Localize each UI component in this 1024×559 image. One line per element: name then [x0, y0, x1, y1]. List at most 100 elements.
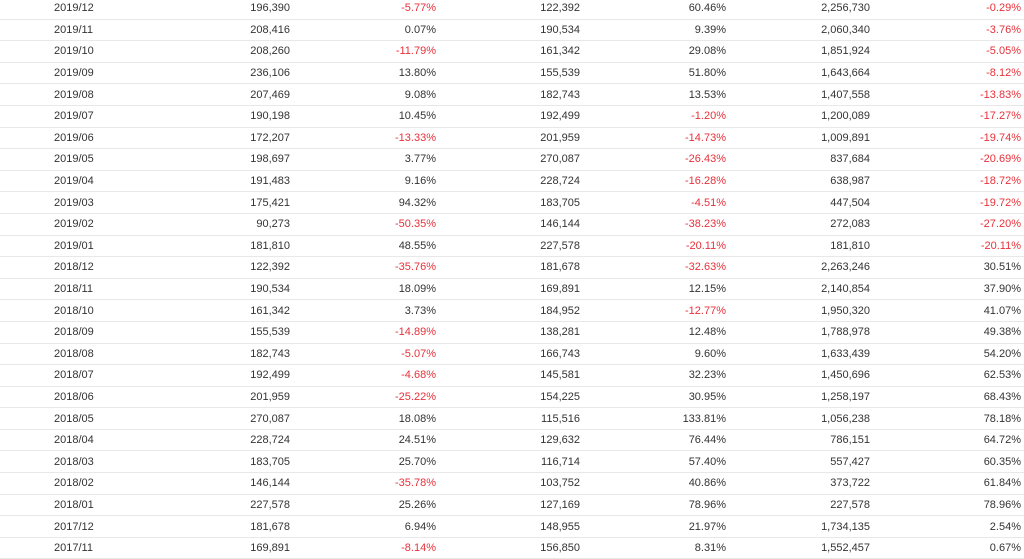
- table-row: 2017/12 181,678 6.94% 148,955 21.97% 1,734,13…: [0, 515, 1024, 538]
- change-cell: 24.51%: [290, 429, 436, 452]
- cumulative-change-cell: 68.43%: [870, 386, 1024, 409]
- table-row: 2019/03 175,421 94.32% 183,705 -4.51% 447,504…: [0, 191, 1024, 214]
- cumulative-change-cell: -18.72%: [870, 170, 1024, 193]
- cumulative-cell: 272,083: [726, 213, 870, 236]
- month-cell: 2019/05: [0, 148, 148, 171]
- value-cell: 227,578: [148, 494, 290, 517]
- prior-change-cell: 76.44%: [580, 429, 726, 452]
- change-cell: 48.55%: [290, 235, 436, 258]
- value-cell: 207,469: [148, 83, 290, 106]
- table-row: 2018/04 228,724 24.51% 129,632 76.44% 786,151…: [0, 429, 1024, 452]
- prior-value-cell: 156,850: [436, 537, 580, 559]
- cumulative-change-cell: 61.84%: [870, 472, 1024, 495]
- prior-change-cell: 60.46%: [580, 0, 726, 20]
- cumulative-cell: 2,263,246: [726, 256, 870, 279]
- cumulative-change-cell: -3.76%: [870, 19, 1024, 42]
- prior-change-cell: 57.40%: [580, 450, 726, 474]
- month-cell: 2018/08: [0, 343, 148, 366]
- value-cell: 172,207: [148, 127, 290, 150]
- cumulative-cell: 1,009,891: [726, 127, 870, 150]
- prior-change-cell: 13.53%: [580, 83, 726, 106]
- month-cell: 2019/02: [0, 213, 148, 236]
- table-row: 2018/05 270,087 18.08% 115,516 133.81% 1,056,…: [0, 407, 1024, 430]
- value-cell: 175,421: [148, 191, 290, 214]
- table-row: 2019/12 196,390 -5.77% 122,392 60.46% 2,256,7…: [0, 0, 1024, 20]
- prior-value-cell: 138,281: [436, 321, 580, 344]
- prior-value-cell: 227,578: [436, 235, 580, 258]
- prior-change-cell: 29.08%: [580, 40, 726, 63]
- cumulative-change-cell: 62.53%: [870, 364, 1024, 387]
- prior-value-cell: 201,959: [436, 127, 580, 150]
- prior-change-cell: -26.43%: [580, 148, 726, 171]
- month-cell: 2017/11: [0, 537, 148, 559]
- prior-change-cell: 30.95%: [580, 386, 726, 409]
- table-row: 2019/02 90,273 -50.35% 146,144 -38.23% 272,08…: [0, 213, 1024, 236]
- prior-value-cell: 182,743: [436, 83, 580, 106]
- table-row: 2018/02 146,144 -35.78% 103,752 40.86% 373,72…: [0, 472, 1024, 495]
- cumulative-change-cell: 2.54%: [870, 515, 1024, 538]
- table-row: 2019/06 172,207 -13.33% 201,959 -14.73% 1,009…: [0, 127, 1024, 150]
- prior-change-cell: 78.96%: [580, 494, 726, 517]
- value-cell: 270,087: [148, 407, 290, 430]
- table-row: 2018/03 183,705 25.70% 116,714 57.40% 557,427…: [0, 450, 1024, 474]
- prior-value-cell: 228,724: [436, 170, 580, 193]
- change-cell: 18.08%: [290, 407, 436, 430]
- cumulative-change-cell: -19.74%: [870, 127, 1024, 150]
- prior-value-cell: 161,342: [436, 40, 580, 63]
- cumulative-cell: 1,851,924: [726, 40, 870, 63]
- cumulative-change-cell: -5.05%: [870, 40, 1024, 63]
- prior-value-cell: 155,539: [436, 62, 580, 85]
- month-cell: 2019/03: [0, 191, 148, 214]
- table-row: 2018/01 227,578 25.26% 127,169 78.96% 227,578…: [0, 494, 1024, 517]
- prior-change-cell: 8.31%: [580, 537, 726, 559]
- cumulative-change-cell: 41.07%: [870, 299, 1024, 322]
- month-cell: 2019/04: [0, 170, 148, 193]
- value-cell: 90,273: [148, 213, 290, 236]
- cumulative-cell: 837,684: [726, 148, 870, 171]
- cumulative-change-cell: -8.12%: [870, 62, 1024, 85]
- prior-value-cell: 190,534: [436, 19, 580, 42]
- cumulative-cell: 1,950,320: [726, 299, 870, 322]
- value-cell: 236,106: [148, 62, 290, 85]
- prior-value-cell: 154,225: [436, 386, 580, 409]
- cumulative-cell: 1,200,089: [726, 105, 870, 128]
- cumulative-cell: 638,987: [726, 170, 870, 193]
- prior-value-cell: 116,714: [436, 450, 580, 474]
- value-cell: 181,678: [148, 515, 290, 538]
- cumulative-cell: 557,427: [726, 450, 870, 474]
- cumulative-change-cell: 49.38%: [870, 321, 1024, 344]
- value-cell: 190,198: [148, 105, 290, 128]
- table-row: 2019/09 236,106 13.80% 155,539 51.80% 1,643,6…: [0, 62, 1024, 85]
- month-cell: 2018/09: [0, 321, 148, 344]
- table-row: 2019/08 207,469 9.08% 182,743 13.53% 1,407,55…: [0, 83, 1024, 106]
- cumulative-cell: 786,151: [726, 429, 870, 452]
- prior-change-cell: 12.15%: [580, 278, 726, 301]
- cumulative-change-cell: 78.96%: [870, 494, 1024, 517]
- value-cell: 228,724: [148, 429, 290, 452]
- change-cell: 94.32%: [290, 191, 436, 214]
- month-cell: 2019/10: [0, 40, 148, 63]
- prior-value-cell: 166,743: [436, 343, 580, 366]
- table-row: 2018/09 155,539 -14.89% 138,281 12.48% 1,788,…: [0, 321, 1024, 344]
- change-cell: 25.26%: [290, 494, 436, 517]
- table-row: 2019/01 181,810 48.55% 227,578 -20.11% 181,81…: [0, 235, 1024, 258]
- value-cell: 196,390: [148, 0, 290, 20]
- value-cell: 192,499: [148, 364, 290, 387]
- change-cell: -14.89%: [290, 321, 436, 344]
- month-cell: 2018/05: [0, 407, 148, 430]
- prior-change-cell: 12.48%: [580, 321, 726, 344]
- prior-change-cell: 32.23%: [580, 364, 726, 387]
- prior-value-cell: 129,632: [436, 429, 580, 452]
- cumulative-cell: 2,060,340: [726, 19, 870, 42]
- change-cell: 9.16%: [290, 170, 436, 193]
- prior-change-cell: -12.77%: [580, 299, 726, 322]
- cumulative-change-cell: 37.90%: [870, 278, 1024, 301]
- prior-value-cell: 115,516: [436, 407, 580, 430]
- value-cell: 182,743: [148, 343, 290, 366]
- month-cell: 2019/11: [0, 19, 148, 42]
- month-cell: 2019/07: [0, 105, 148, 128]
- prior-change-cell: -1.20%: [580, 105, 726, 128]
- cumulative-cell: 373,722: [726, 472, 870, 495]
- table-row: 2019/07 190,198 10.45% 192,499 -1.20% 1,200,0…: [0, 105, 1024, 128]
